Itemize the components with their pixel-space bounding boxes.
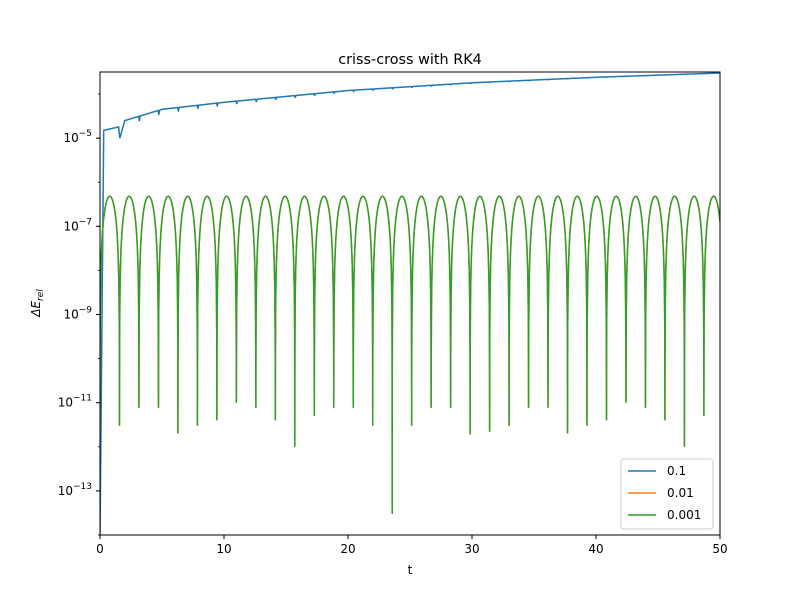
y-tick-exponent: −7 [79, 217, 92, 227]
x-tick-label: 40 [588, 542, 603, 556]
y-tick-base: 10 [63, 131, 78, 145]
x-tick-label: 20 [340, 542, 355, 556]
y-tick-exponent: −5 [79, 129, 92, 139]
x-tick-label: 30 [464, 542, 479, 556]
y-tick-base: 10 [58, 484, 73, 498]
y-tick-label: 10−11 [58, 394, 92, 410]
y-tick-exponent: −13 [73, 482, 92, 492]
legend-label: 0.1 [667, 464, 686, 478]
legend-box [620, 458, 714, 530]
legend: 0.1 0.01 0.001 [620, 458, 714, 530]
x-axis-label: t [408, 563, 413, 577]
legend-label: 0.001 [667, 508, 701, 522]
x-tick-label: 50 [712, 542, 727, 556]
x-tick-label: 10 [216, 542, 231, 556]
y-tick-base: 10 [63, 308, 78, 322]
x-tick-label: 0 [96, 542, 104, 556]
chart-title: criss-cross with RK4 [338, 52, 482, 68]
legend-label: 0.01 [667, 486, 694, 500]
series-line-0.001 [100, 195, 720, 514]
y-tick-label: 10−13 [58, 482, 92, 498]
y-tick-exponent: −11 [73, 394, 92, 404]
x-axis: 0 10 20 30 40 50 [96, 535, 728, 556]
plot-frame [99, 71, 721, 536]
y-tick-exponent: −9 [79, 306, 93, 316]
y-tick-base: 10 [58, 396, 73, 410]
y-tick-label: 10−9 [63, 306, 92, 322]
y-axis-label: ΔErel [29, 289, 46, 318]
y-tick-base: 10 [63, 219, 78, 233]
y-tick-label: 10−5 [63, 129, 92, 145]
y-tick-label: 10−7 [63, 217, 92, 233]
series-line-0.1 [100, 72, 720, 535]
